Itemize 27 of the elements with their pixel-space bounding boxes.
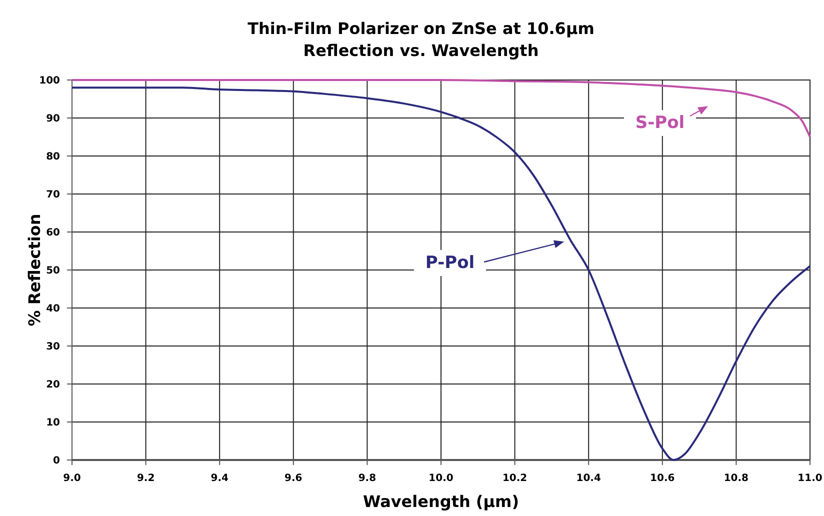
x-tick-label: 9.6 (284, 473, 302, 484)
y-tick-label: 70 (46, 190, 60, 200)
x-tick-label: 10.8 (724, 473, 749, 484)
y-tick-label: 100 (39, 76, 60, 86)
y-axis-title: % Reflection (25, 214, 44, 326)
chart-title: Thin-Film Polarizer on ZnSe at 10.6μm Reflection vs. Wavelength (248, 19, 594, 60)
y-tick-label: 0 (53, 456, 60, 466)
legend-label: S-Pol (635, 113, 685, 133)
legend-label: P-Pol (425, 253, 475, 273)
x-tick-label: 10.4 (576, 473, 601, 484)
y-tick-label: 20 (46, 380, 60, 390)
y-tick-label: 10 (46, 418, 60, 428)
x-tick-label: 9.8 (358, 473, 376, 484)
x-tick-label: 9.2 (136, 473, 155, 484)
x-tick-label: 10.0 (428, 473, 454, 484)
y-tick-label: 90 (46, 114, 60, 124)
x-tick-label: 10.2 (502, 473, 528, 484)
y-tick-label: 80 (46, 152, 60, 162)
x-tick-label: 9.0 (63, 473, 81, 484)
y-tick-label: 60 (46, 228, 60, 238)
x-tick-label: 10.6 (650, 473, 675, 484)
x-tick-label: 9.4 (210, 473, 228, 484)
y-tick-label: 40 (46, 304, 60, 314)
y-tick-label: 50 (46, 266, 60, 276)
y-tick-label: 30 (46, 342, 60, 352)
x-axis-title: Wavelength (μm) (362, 492, 520, 511)
x-tick-label: 11.0 (798, 473, 822, 484)
